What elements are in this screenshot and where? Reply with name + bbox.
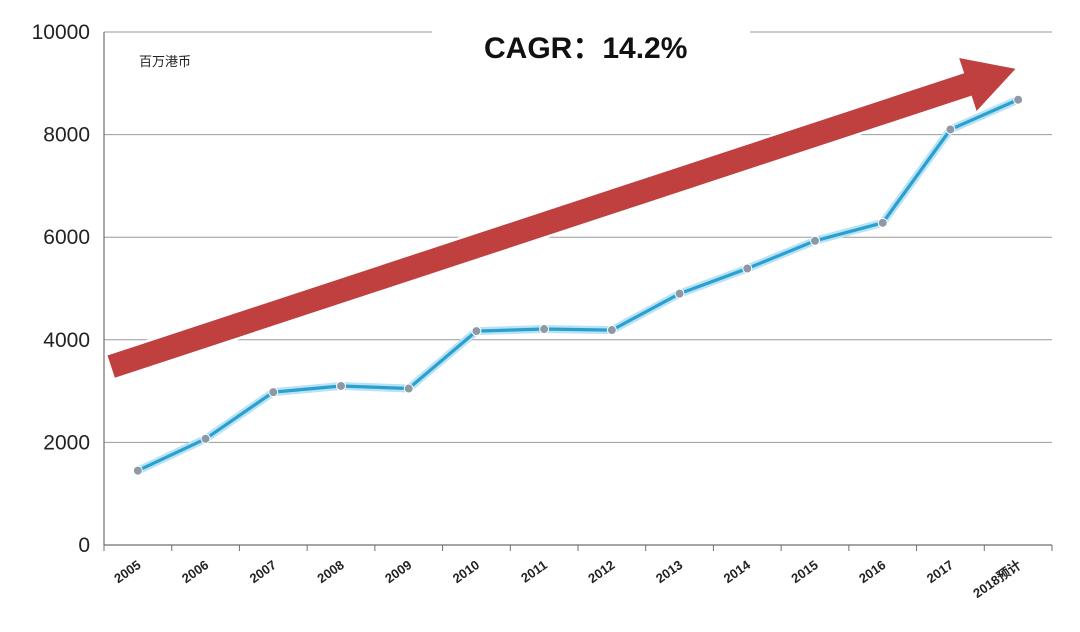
- y-tick-label: 8000: [43, 124, 90, 147]
- y-tick-label: 0: [78, 534, 90, 557]
- y-tick-label: 6000: [43, 226, 90, 249]
- y-tick-label: 2000: [43, 431, 90, 454]
- x-tick-label: 2017: [924, 557, 956, 586]
- growth-arrow: [104, 54, 1021, 381]
- x-tick-label: 2007: [247, 557, 279, 586]
- data-point: [336, 380, 346, 391]
- data-point: [945, 124, 956, 135]
- data-point: [539, 324, 550, 335]
- data-point: [810, 235, 820, 246]
- x-tick-label: 2015: [788, 557, 820, 586]
- data-point: [742, 263, 753, 274]
- x-tick-label: 2005: [111, 557, 143, 586]
- data-point: [471, 326, 482, 337]
- x-tick-label: 2013: [653, 557, 685, 586]
- series-layer: [132, 94, 1024, 476]
- data-point: [877, 217, 888, 228]
- unit-label: 百万港币: [139, 55, 191, 70]
- data-point: [1013, 94, 1024, 105]
- annotation-backdrop: [432, 18, 750, 72]
- cagr-annotation: CAGR：14.2%: [484, 32, 687, 65]
- y-tick-label: 4000: [43, 329, 90, 352]
- x-tick-label: 2008: [314, 557, 346, 586]
- data-point: [200, 433, 211, 444]
- x-tick-label: 2011: [518, 557, 550, 585]
- data-point: [674, 288, 685, 299]
- x-tick-label: 2018预计: [970, 557, 1024, 601]
- x-tick-label: 2014: [721, 557, 754, 586]
- x-tick-labels: 2005 2006 2007 2008 2009 2010 2011 2012 2013 2014…: [111, 557, 1024, 601]
- series-line: [136, 98, 1020, 473]
- data-point: [132, 465, 143, 476]
- data-point: [403, 383, 414, 394]
- axes: [103, 32, 1053, 551]
- x-tick-label: 2009: [382, 557, 414, 586]
- data-point: [268, 387, 279, 398]
- trend-arrow: [104, 54, 1021, 381]
- x-tick-label: 2016: [856, 557, 888, 586]
- y-tick-labels: 0 2000 4000 6000 8000 10000: [32, 21, 90, 557]
- y-tick-label: 10000: [32, 21, 90, 44]
- x-tick-label: 2010: [450, 557, 482, 586]
- data-point: [606, 325, 617, 336]
- x-tick-label: 2006: [179, 557, 211, 586]
- series-line-halo: [133, 95, 1023, 475]
- x-tick-label: 2012: [585, 557, 617, 586]
